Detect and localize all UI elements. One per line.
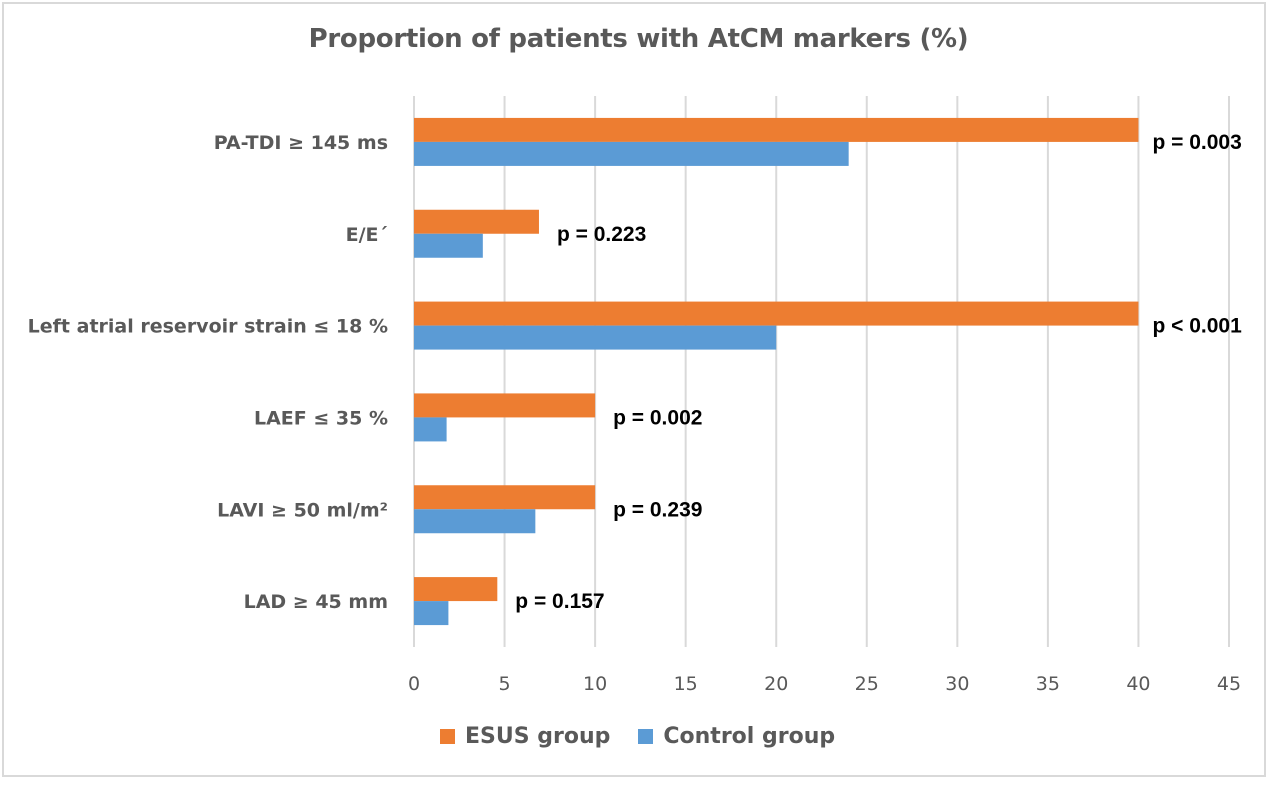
p-value-annotations: p = 0.003 p = 0.223 p < 0.001 p = 0.002 p = … (515, 131, 1242, 613)
category-label: LAD ≥ 45 mm (244, 591, 388, 613)
x-tick-label: 35 (1036, 673, 1060, 695)
x-tick-label: 30 (945, 673, 969, 695)
legend-label-esus: ESUS group (465, 724, 611, 749)
gridlines (413, 96, 1230, 647)
x-tick-label: 25 (855, 673, 879, 695)
x-tick-labels: 0 5 10 15 20 25 30 35 40 45 (408, 673, 1241, 695)
p-value-label: p < 0.001 (1152, 315, 1242, 338)
x-tick-label: 40 (1126, 673, 1150, 695)
p-value-label: p = 0.003 (1152, 131, 1241, 154)
bar-control (414, 417, 447, 442)
bar-control (414, 141, 849, 166)
chart-title: Proportion of patients with AtCM markers… (308, 24, 969, 54)
bar-control (414, 233, 483, 258)
bar-esus (414, 485, 596, 510)
legend-label-control: Control group (663, 724, 836, 749)
category-label: LAVI ≥ 50 ml/m² (217, 499, 388, 521)
legend: ESUS group Control group (440, 724, 863, 749)
bars (414, 117, 1139, 626)
p-value-label: p = 0.223 (557, 223, 646, 246)
category-label: LAEF ≤ 35 % (254, 407, 388, 429)
category-labels: PA-TDI ≥ 145 ms E/E´ Left atrial reservoir… (28, 132, 388, 613)
bar-esus (414, 393, 596, 418)
category-label: PA-TDI ≥ 145 ms (214, 132, 388, 154)
bar-esus (414, 577, 498, 602)
legend-swatch-esus (440, 729, 455, 744)
x-tick-label: 5 (499, 673, 511, 695)
x-tick-label: 20 (764, 673, 788, 695)
x-tick-label: 10 (583, 673, 607, 695)
category-label: Left atrial reservoir strain ≤ 18 % (28, 316, 388, 338)
legend-swatch-control (638, 729, 654, 744)
p-value-label: p = 0.157 (515, 590, 604, 613)
bar-esus (414, 209, 539, 234)
bar-control (414, 601, 449, 626)
bar-control (414, 325, 777, 350)
p-value-label: p = 0.002 (613, 406, 702, 429)
bar-esus (414, 301, 1139, 326)
bar-control (414, 509, 536, 534)
x-tick-label: 15 (674, 673, 698, 695)
legend-item-esus: ESUS group (440, 724, 610, 749)
p-value-label: p = 0.239 (613, 498, 702, 521)
x-tick-label: 0 (408, 673, 420, 695)
category-label: E/E´ (346, 224, 388, 246)
x-tick-label: 45 (1217, 673, 1241, 695)
legend-item-control: Control group (638, 724, 835, 749)
bar-esus (414, 117, 1139, 142)
